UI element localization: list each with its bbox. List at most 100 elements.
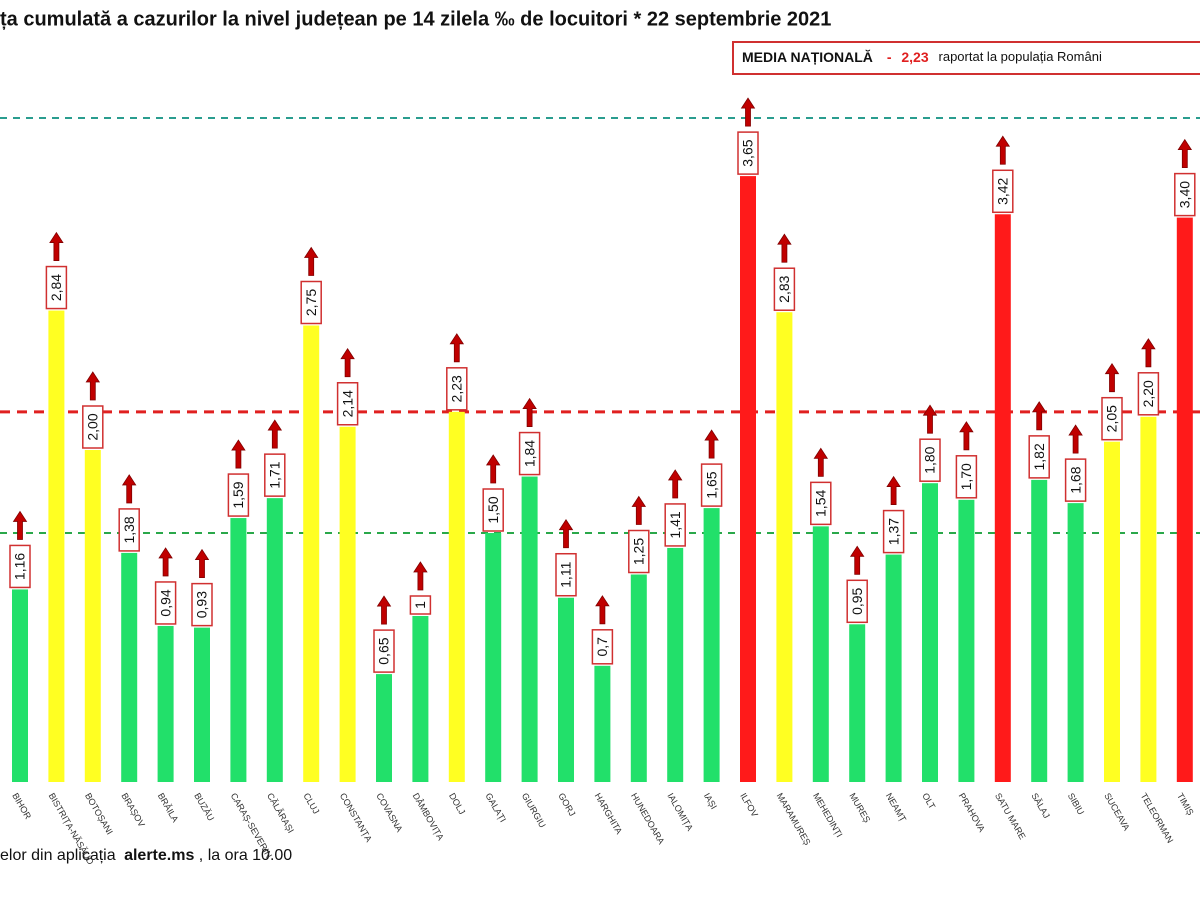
value-label: 0,65 <box>376 637 392 664</box>
arrow <box>12 510 28 540</box>
x-tick-label: HUNEDOARA <box>629 791 666 846</box>
value-label-box <box>45 265 68 310</box>
value-label-box <box>773 267 796 311</box>
value-label-box <box>1064 458 1087 502</box>
value-label-box <box>700 463 723 507</box>
value-label: 1,65 <box>703 471 719 498</box>
x-tick-label: BIHOR <box>10 791 33 821</box>
arrow <box>1177 138 1193 168</box>
value-label: 2,14 <box>339 390 355 417</box>
value-label-box <box>1137 372 1160 416</box>
average-legend: MEDIA NAȚIONALĂ - 2,23 raportat la popul… <box>742 49 1102 65</box>
bar <box>485 533 502 782</box>
value-label-box <box>118 508 140 552</box>
arrow <box>704 429 719 459</box>
bar <box>12 589 28 782</box>
value-label-box <box>591 629 614 665</box>
x-tick-label: MARAMUREȘ <box>775 791 813 847</box>
x-tick-label: TIMIȘ <box>1175 791 1196 817</box>
value-label-box <box>373 629 395 673</box>
value-label-box <box>664 503 686 547</box>
average-note: raportat la populația Români <box>939 49 1102 64</box>
value-label: 1 <box>412 601 428 609</box>
value-label: 1,16 <box>12 553 28 580</box>
x-tick-label: GIURGIU <box>520 791 548 829</box>
arrow <box>231 439 246 469</box>
value-label: 1,41 <box>667 511 683 538</box>
arrow <box>267 419 283 449</box>
average-box <box>732 41 1200 75</box>
value-label: 3,40 <box>1177 181 1193 208</box>
value-label: 2,05 <box>1104 405 1120 432</box>
value-label: 2,84 <box>48 274 64 301</box>
arrow <box>413 561 428 591</box>
footer: elor din aplicația alerte.ms , la ora 10… <box>0 847 292 864</box>
x-tick-label: IALOMIȚA <box>665 791 695 832</box>
x-tick-label: BOTOȘANI <box>83 791 115 836</box>
value-label-box <box>227 473 250 517</box>
x-tick-label: GALAȚI <box>483 791 508 824</box>
x-tick-label: MUREȘ <box>847 791 872 824</box>
value-label-box <box>264 453 286 497</box>
x-tick-label: CĂLĂRAȘI <box>265 791 296 835</box>
value-label: 1,38 <box>121 516 137 543</box>
bar <box>849 624 866 782</box>
arrow <box>449 333 465 363</box>
footer-source: alerte.ms <box>124 847 194 864</box>
bar <box>1176 217 1193 783</box>
bar <box>194 627 210 782</box>
value-label-box <box>409 595 432 615</box>
value-label-box <box>191 582 213 627</box>
x-tick-label: HARGHITA <box>593 791 625 836</box>
value-label-box <box>482 488 504 532</box>
value-label-box <box>300 280 322 325</box>
arrow <box>922 404 938 434</box>
x-tick-label: BRAȘOV <box>119 791 146 828</box>
value-label: 2,23 <box>449 375 465 402</box>
bar <box>630 574 647 782</box>
bar <box>1067 503 1084 782</box>
value-label: 2,83 <box>776 275 792 302</box>
arrow <box>1031 401 1047 431</box>
arrow <box>340 348 355 378</box>
value-label: 1,70 <box>958 463 974 490</box>
x-tick-label: BUZĂU <box>192 791 216 822</box>
average-name: MEDIA NAȚIONALĂ <box>742 49 873 65</box>
value-label-box <box>518 431 541 476</box>
arrow <box>49 231 64 261</box>
average-value: 2,23 <box>901 49 928 65</box>
value-label-box <box>1101 396 1123 441</box>
arrow <box>1068 424 1083 454</box>
bar <box>303 325 320 782</box>
value-label: 1,59 <box>230 481 246 508</box>
bar <box>339 426 356 782</box>
arrow <box>1104 362 1120 393</box>
x-tick-label: BRĂILA <box>156 791 181 824</box>
bar <box>812 526 829 782</box>
arrow <box>595 595 610 625</box>
value-label: 1,80 <box>922 446 938 473</box>
arrow <box>1141 338 1156 368</box>
x-tick-label: CONSTANȚA <box>338 791 374 843</box>
arrow <box>558 519 574 549</box>
value-label: 1,71 <box>267 461 283 488</box>
bar <box>121 552 138 782</box>
value-label-box <box>882 509 905 554</box>
bar <box>994 214 1011 782</box>
value-label-box <box>628 529 650 574</box>
arrow <box>158 547 173 577</box>
value-label-box <box>1174 172 1196 217</box>
arrow <box>740 97 756 127</box>
value-label: 0,7 <box>594 637 610 657</box>
average-separator: - <box>887 49 892 65</box>
arrow <box>631 495 647 525</box>
value-label-box <box>1028 435 1050 479</box>
arrow <box>303 246 319 276</box>
x-tick-label: DOLJ <box>447 791 467 816</box>
value-label: 3,42 <box>995 177 1011 204</box>
value-label: 0,93 <box>194 591 210 618</box>
bar <box>594 665 611 782</box>
value-label-box <box>737 131 759 175</box>
x-tick-label: GORJ <box>556 791 577 818</box>
